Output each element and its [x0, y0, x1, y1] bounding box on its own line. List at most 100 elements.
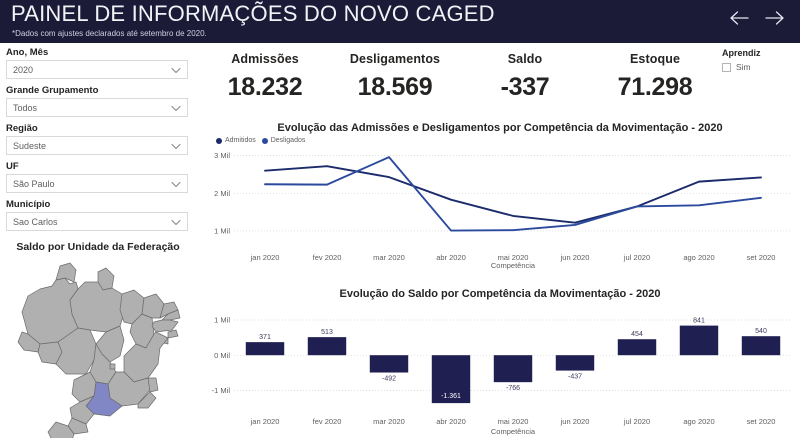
- filter-ano-mes: Ano, Mês 2020: [0, 47, 196, 79]
- filter-uf: UF São Paulo: [0, 161, 196, 193]
- svg-text:-1 Mil: -1 Mil: [212, 386, 231, 395]
- filter-municipio: Município Sao Carlos: [0, 199, 196, 231]
- chevron-down-icon[interactable]: [169, 215, 183, 229]
- kpi-label-desligamentos: Desligamentos: [349, 52, 441, 66]
- filter-sidebar: Ano, Mês 2020 Grande Grupamento Todos Re…: [0, 47, 196, 237]
- filter-label-grande-grupamento: Grande Grupamento: [6, 85, 99, 96]
- page-title: PAINEL DE INFORMAÇÕES DO NOVO CAGED: [11, 1, 495, 26]
- svg-text:-492: -492: [382, 376, 396, 383]
- svg-text:ago 2020: ago 2020: [683, 253, 714, 262]
- svg-text:2 Mil: 2 Mil: [214, 189, 230, 198]
- legend-dot-desligados: [261, 137, 268, 144]
- svg-text:mar 2020: mar 2020: [373, 253, 405, 262]
- filter-label-uf: UF: [6, 161, 19, 172]
- filter-dropdown-regiao[interactable]: Sudeste: [6, 136, 188, 155]
- navigation-arrows: [728, 9, 786, 27]
- svg-text:841: 841: [693, 318, 705, 325]
- svg-text:jan 2020: jan 2020: [250, 417, 280, 426]
- svg-text:-766: -766: [506, 385, 520, 392]
- filter-label-municipio: Município: [6, 199, 51, 210]
- legend-label-desligados: Desligados: [270, 137, 306, 144]
- kpi-label-admissoes: Admissões: [231, 52, 299, 66]
- brazil-map[interactable]: [10, 256, 190, 438]
- filter-value-uf: São Paulo: [13, 178, 55, 189]
- svg-text:-437: -437: [568, 374, 582, 381]
- svg-text:jun 2020: jun 2020: [560, 417, 590, 426]
- legend-item-admitidos[interactable]: Admitidos: [216, 137, 256, 144]
- page-header: PAINEL DE INFORMAÇÕES DO NOVO CAGED *Dad…: [0, 0, 800, 43]
- svg-text:1 Mil: 1 Mil: [214, 316, 230, 325]
- filter-value-ano-mes: 2020: [13, 64, 34, 75]
- filter-value-municipio: Sao Carlos: [13, 216, 58, 227]
- chevron-down-icon[interactable]: [169, 63, 183, 77]
- svg-text:371: 371: [259, 334, 271, 341]
- svg-text:set 2020: set 2020: [747, 253, 776, 262]
- svg-text:abr 2020: abr 2020: [436, 417, 466, 426]
- line-chart-title: Evolução das Admissões e Desligamentos p…: [277, 122, 723, 134]
- arrow-right-icon[interactable]: [764, 9, 786, 27]
- svg-text:mai 2020: mai 2020: [498, 417, 529, 426]
- svg-text:0 Mil: 0 Mil: [214, 351, 230, 360]
- legend-label-admitidos: Admitidos: [225, 137, 256, 144]
- kpi-desligamentos: Desligamentos 18.569: [330, 52, 460, 117]
- svg-text:Competência: Competência: [491, 261, 536, 270]
- svg-text:454: 454: [631, 331, 643, 338]
- brazil-map-svg[interactable]: [10, 256, 190, 438]
- svg-text:abr 2020: abr 2020: [436, 253, 466, 262]
- kpi-label-estoque: Estoque: [629, 52, 680, 66]
- bar-chart-card: Evolução do Saldo por Competência da Mov…: [200, 288, 800, 442]
- filter-label-ano-mes: Ano, Mês: [6, 47, 49, 58]
- svg-text:fev 2020: fev 2020: [313, 417, 342, 426]
- aprendiz-option-row[interactable]: Sim: [722, 62, 794, 72]
- aprendiz-checkbox[interactable]: [722, 62, 731, 72]
- svg-text:mar 2020: mar 2020: [373, 417, 405, 426]
- svg-text:jul 2020: jul 2020: [623, 253, 650, 262]
- chevron-down-icon[interactable]: [169, 177, 183, 191]
- svg-text:-1.361: -1.361: [441, 393, 461, 400]
- arrow-left-icon[interactable]: [728, 9, 750, 27]
- page-subtitle: *Dados com ajustes declarados até setemb…: [12, 29, 207, 38]
- map-card: Saldo por Unidade da Federação: [0, 238, 196, 442]
- svg-text:ago 2020: ago 2020: [683, 417, 714, 426]
- kpi-value-saldo: -337: [500, 73, 550, 101]
- filter-value-grande-grupamento: Todos: [13, 102, 38, 113]
- kpi-row: Admissões 18.232 Desligamentos 18.569 Sa…: [200, 52, 720, 117]
- filter-label-regiao: Região: [6, 123, 38, 134]
- svg-text:jan 2020: jan 2020: [250, 253, 280, 262]
- filter-dropdown-municipio[interactable]: Sao Carlos: [6, 212, 188, 231]
- kpi-estoque: Estoque 71.298: [590, 52, 720, 117]
- kpi-saldo: Saldo -337: [460, 52, 590, 117]
- filter-dropdown-ano-mes[interactable]: 2020: [6, 60, 188, 79]
- bar-chart-plot[interactable]: 1 Mil 0 Mil -1 Mil 371 513 -492 -1.361 -766 -437…: [200, 300, 800, 438]
- bar-chart-title: Evolução do Saldo por Competência da Mov…: [339, 288, 661, 300]
- svg-text:1 Mil: 1 Mil: [214, 227, 230, 236]
- svg-text:540: 540: [755, 328, 767, 335]
- line-chart-legend: Admitidos Desligados: [216, 137, 800, 144]
- filter-regiao: Região Sudeste: [0, 123, 196, 155]
- filter-grande-grupamento: Grande Grupamento Todos: [0, 85, 196, 117]
- aprendiz-filter: Aprendiz Sim: [722, 48, 794, 72]
- svg-text:set 2020: set 2020: [747, 417, 776, 426]
- aprendiz-title: Aprendiz: [722, 48, 761, 58]
- kpi-value-estoque: 71.298: [617, 73, 693, 101]
- line-chart-card: Evolução das Admissões e Desligamentos p…: [200, 122, 800, 282]
- filter-dropdown-uf[interactable]: São Paulo: [6, 174, 188, 193]
- line-chart-plot[interactable]: 3 Mil 2 Mil 1 Mil jan 2020 fev 2020 mar 2020 a…: [200, 144, 800, 272]
- chevron-down-icon[interactable]: [169, 101, 183, 115]
- filter-dropdown-grande-grupamento[interactable]: Todos: [6, 98, 188, 117]
- legend-item-desligados[interactable]: Desligados: [261, 137, 306, 144]
- chevron-down-icon[interactable]: [169, 139, 183, 153]
- svg-text:513: 513: [321, 329, 333, 336]
- kpi-value-admissoes: 18.232: [227, 73, 303, 101]
- kpi-admissoes: Admissões 18.232: [200, 52, 330, 117]
- legend-dot-admitidos: [216, 137, 222, 144]
- aprendiz-option-label: Sim: [736, 62, 751, 72]
- svg-text:jun 2020: jun 2020: [560, 253, 590, 262]
- kpi-value-desligamentos: 18.569: [357, 73, 433, 101]
- map-title: Saldo por Unidade da Federação: [16, 241, 180, 253]
- kpi-label-saldo: Saldo: [507, 52, 543, 66]
- svg-text:3 Mil: 3 Mil: [214, 151, 230, 160]
- filter-value-regiao: Sudeste: [13, 140, 47, 151]
- svg-text:Competência: Competência: [491, 427, 536, 436]
